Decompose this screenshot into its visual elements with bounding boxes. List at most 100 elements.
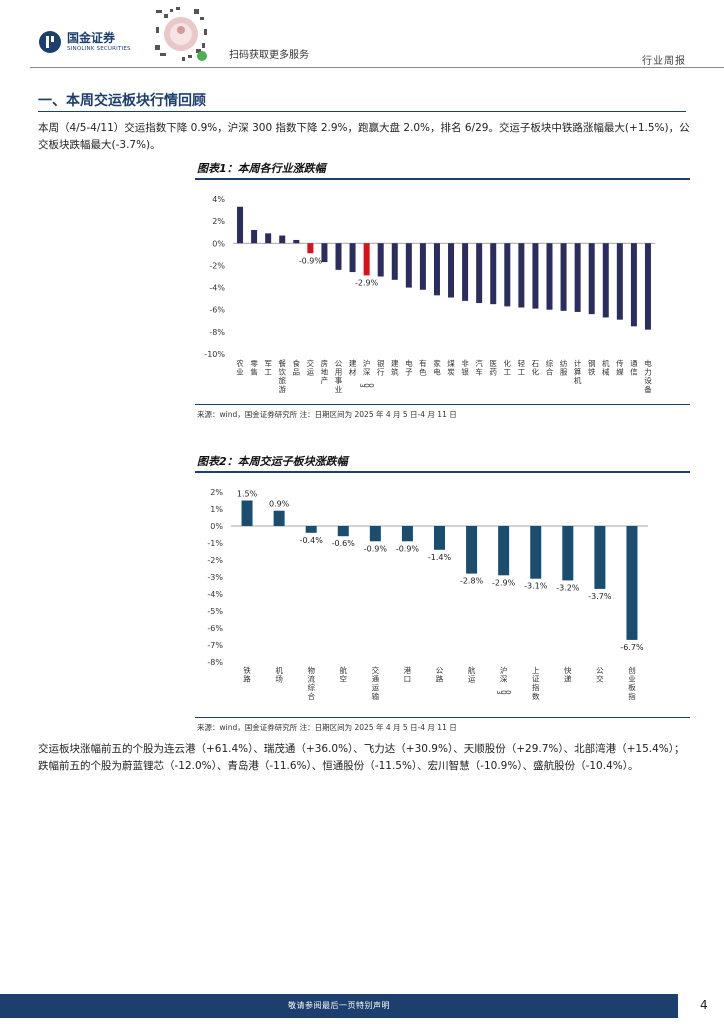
data-label: -2.9%: [492, 578, 516, 587]
page-number: 4: [700, 998, 708, 1012]
category-label: 公路: [436, 666, 444, 684]
footer-bar: [0, 994, 678, 1018]
report-type: 行业周报: [642, 56, 686, 67]
category-label: 零售: [250, 359, 258, 377]
category-label: 机场: [275, 665, 283, 684]
brand-logo: 国金证券 SINOLINK SECURITIES: [38, 30, 131, 54]
category-label: 农业: [236, 358, 244, 377]
figure1-source: 来源：wind，国金证券研究所 注：日期区间为 2025 年 4 月 5 日-4…: [197, 410, 457, 419]
figure1-top-rule: [195, 178, 690, 180]
y-tick-label: -6%: [207, 624, 223, 633]
bar: [273, 510, 285, 526]
category-label: 交运: [307, 358, 315, 377]
brand-name-en: SINOLINK SECURITIES: [67, 46, 131, 52]
y-tick-label: 0%: [212, 239, 225, 248]
data-label: -3.7%: [588, 592, 612, 601]
category-label: 医药: [489, 359, 497, 377]
bar: [251, 230, 258, 244]
y-tick-label: -7%: [207, 641, 223, 650]
section-title: 一、本周交运板块行情回顾: [38, 93, 206, 109]
category-label: 综合: [546, 358, 554, 377]
category-label: 食品: [293, 358, 301, 377]
qr-code-icon[interactable]: [150, 5, 212, 63]
y-tick-label: 1%: [210, 505, 223, 514]
bar: [466, 526, 478, 574]
y-tick-label: -2%: [207, 556, 223, 565]
data-label: 0.9%: [269, 500, 290, 509]
bar: [594, 526, 606, 589]
bar: [305, 526, 317, 533]
category-label: 计算机: [574, 358, 582, 385]
data-label: -0.9%: [299, 256, 323, 265]
bar: [405, 243, 412, 288]
category-label: 电力设备: [644, 358, 652, 394]
category-label: 建材: [349, 358, 357, 377]
category-label: 传媒: [616, 358, 624, 377]
bar: [433, 243, 440, 296]
y-tick-label: 4%: [212, 195, 225, 204]
y-tick-label: 2%: [210, 488, 223, 497]
data-label: -0.6%: [332, 539, 356, 548]
figure2-source: 来源：wind，国金证券研究所 注：日期区间为 2025 年 4 月 5 日-4…: [197, 723, 457, 732]
data-label: -0.4%: [300, 536, 324, 545]
bar: [401, 526, 413, 542]
y-tick-label: -1%: [207, 539, 223, 548]
bar: [265, 233, 272, 244]
bar: [434, 526, 445, 550]
category-label: 化工: [504, 358, 512, 377]
category-label: 沪深 300: [358, 358, 375, 388]
data-label: -3.1%: [524, 582, 548, 591]
category-label: 非银: [461, 358, 469, 377]
bar: [462, 243, 469, 301]
section-divider: [38, 111, 686, 112]
bar: [321, 243, 328, 263]
category-label: 煤炭: [447, 358, 455, 377]
category-label: 餐饮旅游: [278, 359, 286, 394]
bar: [574, 243, 581, 312]
bar: [335, 243, 342, 270]
category-label: 电子: [405, 358, 413, 377]
intro-paragraph: 本周（4/5-4/11）交运指数下降 0.9%，沪深 300 指数下降 2.9%…: [38, 122, 690, 151]
category-label: 汽车: [475, 358, 483, 377]
y-tick-label: -8%: [209, 328, 225, 337]
data-label: -0.9%: [396, 544, 420, 553]
bar: [644, 243, 651, 330]
y-tick-label: -8%: [207, 658, 223, 667]
category-label: 机械: [602, 358, 610, 377]
y-tick-label: 2%: [212, 217, 225, 226]
data-label: -0.9%: [364, 544, 388, 553]
figure2-title: 图表2：本周交运子板块涨跌幅: [197, 455, 348, 468]
bar: [377, 243, 384, 277]
category-label: 轻工: [518, 358, 526, 377]
sinolink-logo-icon: [39, 31, 61, 53]
category-label: 公交: [596, 666, 604, 684]
figure1-bottom-rule: [195, 404, 690, 405]
category-label: 航运: [468, 665, 476, 684]
category-label: 快递: [564, 665, 572, 684]
y-tick-label: -2%: [209, 261, 225, 270]
y-tick-label: -5%: [207, 607, 223, 616]
y-tick-label: -10%: [204, 350, 225, 359]
qr-caption: 扫码获取更多服务: [229, 50, 309, 61]
data-label: -6.7%: [620, 643, 644, 652]
y-tick-label: -6%: [209, 306, 225, 315]
bar: [630, 243, 637, 327]
category-label: 石化: [532, 359, 540, 377]
bar: [448, 243, 455, 298]
figure1-title: 图表1：本周各行业涨跌幅: [197, 162, 326, 175]
bar: [602, 243, 609, 318]
category-label: 银行: [377, 359, 385, 377]
bar: [504, 243, 511, 307]
transport-subsector-chart: 2% 1% 0% -1% -2% -3% -4% -5% -6% -7% -8% 1.5% 铁路 0.9%…: [207, 488, 648, 701]
category-label: 公用事业: [335, 359, 343, 394]
bar: [626, 526, 638, 640]
bar: [237, 206, 244, 244]
category-label: 家电: [433, 358, 441, 377]
data-label: -1.4%: [428, 553, 452, 562]
bar: [530, 526, 542, 579]
bar: [588, 243, 595, 315]
brand-name-cn: 国金证券: [67, 31, 116, 45]
category-label: 建筑: [391, 358, 399, 377]
category-label: 上证指数: [532, 666, 540, 701]
